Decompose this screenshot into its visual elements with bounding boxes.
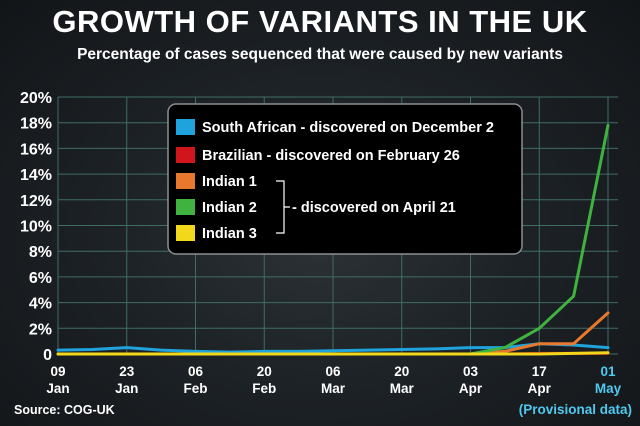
- legend-swatch: [176, 199, 195, 215]
- x-tick-label: Jan: [46, 381, 69, 396]
- series-line: [56, 351, 610, 356]
- chart-title: GROWTH OF VARIANTS IN THE UK: [52, 4, 588, 39]
- x-tick-label: Jan: [115, 381, 138, 396]
- x-tick-label: 01: [600, 364, 616, 379]
- x-tick-label: 20: [394, 364, 409, 379]
- legend-label: South African - discovered on December 2: [202, 120, 494, 136]
- series-lines: [56, 123, 610, 356]
- legend-swatch: [176, 119, 195, 135]
- legend: South African - discovered on December 2…: [167, 103, 523, 255]
- x-tick-label: Feb: [252, 381, 276, 396]
- legend-swatch: [176, 173, 195, 189]
- x-tick-label: 23: [119, 364, 135, 379]
- y-tick-label: 2%: [29, 321, 52, 338]
- y-tick-label: 6%: [29, 270, 52, 287]
- legend-label: Indian 1: [202, 174, 257, 190]
- legend-label: Brazilian - discovered on February 26: [202, 148, 460, 164]
- legend-label: Indian 2: [202, 200, 257, 216]
- x-tick-label: 03: [463, 364, 479, 379]
- y-tick-label: 14%: [20, 167, 52, 184]
- chart-subtitle: Percentage of cases sequenced that were …: [77, 46, 563, 63]
- x-axis: 09 Jan 23 Jan 06 Feb 20 Feb 06 Mar 20 Mar 03 Apr 17 Apr…: [46, 364, 632, 417]
- x-tick-label: Mar: [390, 381, 415, 396]
- y-tick-label: 8%: [29, 244, 52, 261]
- y-tick-label: 16%: [20, 141, 52, 158]
- provisional-data-note: (Provisional data): [519, 402, 632, 417]
- source-note: Source: COG-UK: [14, 403, 115, 417]
- x-tick-label: May: [595, 381, 622, 396]
- y-tick-label: 12%: [20, 193, 52, 210]
- x-tick-label: 09: [50, 364, 65, 379]
- legend-bracket: [276, 180, 290, 234]
- y-tick-label: 20%: [20, 90, 52, 107]
- series-line: [56, 342, 610, 354]
- legend-group-label: - discovered on April 21: [292, 200, 456, 216]
- legend-swatch: [176, 225, 195, 241]
- x-tick-label: Feb: [183, 381, 207, 396]
- y-axis: 0 2% 4% 6% 8% 10% 12% 14% 16% 18% 20%: [20, 90, 52, 364]
- legend-box: [167, 103, 523, 255]
- legend-swatch: [176, 147, 195, 163]
- y-tick-label: 0: [43, 347, 52, 364]
- y-tick-label: 10%: [20, 219, 52, 236]
- x-tick-label: Mar: [321, 381, 346, 396]
- y-tick-label: 4%: [29, 296, 52, 313]
- x-tick-label: 06: [188, 364, 204, 379]
- x-tick-label: 17: [532, 364, 547, 379]
- x-tick-label: Apr: [459, 381, 483, 396]
- y-tick-label: 18%: [20, 116, 52, 133]
- x-tick-label: 06: [325, 364, 341, 379]
- x-tick-label: Apr: [528, 381, 552, 396]
- x-tick-label: 20: [257, 364, 272, 379]
- legend-label: Indian 3: [202, 226, 257, 242]
